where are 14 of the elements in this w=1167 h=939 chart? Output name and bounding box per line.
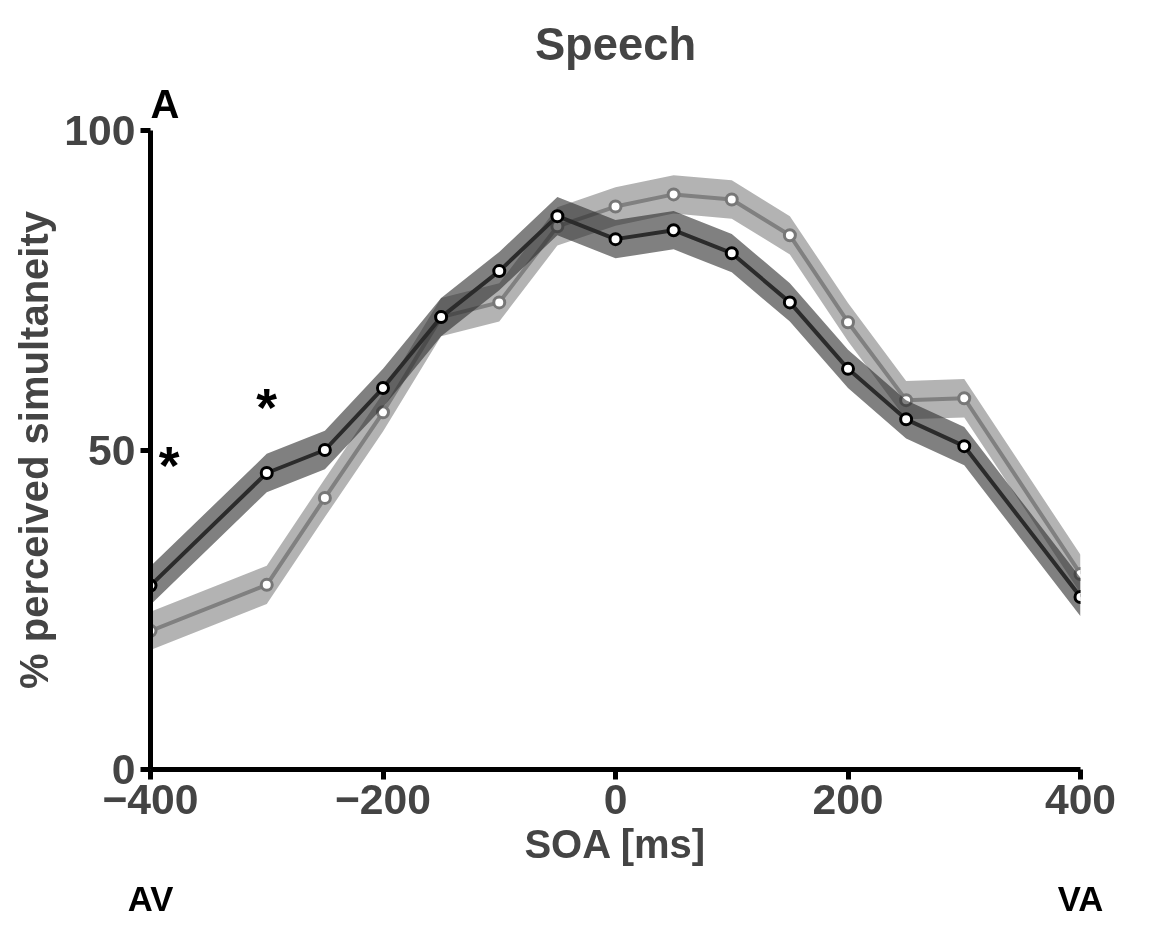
text: AV bbox=[127, 879, 174, 918]
y-tick-label: 50 bbox=[88, 425, 136, 474]
y-axis-title: % perceived simultaneity bbox=[12, 210, 57, 689]
chart-title: Speech bbox=[534, 18, 697, 70]
text: A bbox=[150, 81, 180, 126]
x-tick-label: −200 bbox=[334, 774, 432, 823]
x-tick-label: 0 bbox=[603, 774, 628, 823]
x-axis-title: SOA [ms] bbox=[524, 821, 706, 866]
annotation: * bbox=[256, 378, 278, 438]
annotation: * bbox=[158, 435, 180, 495]
x-tick-label: 400 bbox=[1044, 774, 1117, 823]
text: VA bbox=[1057, 879, 1104, 918]
x-tick-label: 200 bbox=[812, 774, 884, 823]
y-tick-label: 100 bbox=[64, 106, 136, 154]
